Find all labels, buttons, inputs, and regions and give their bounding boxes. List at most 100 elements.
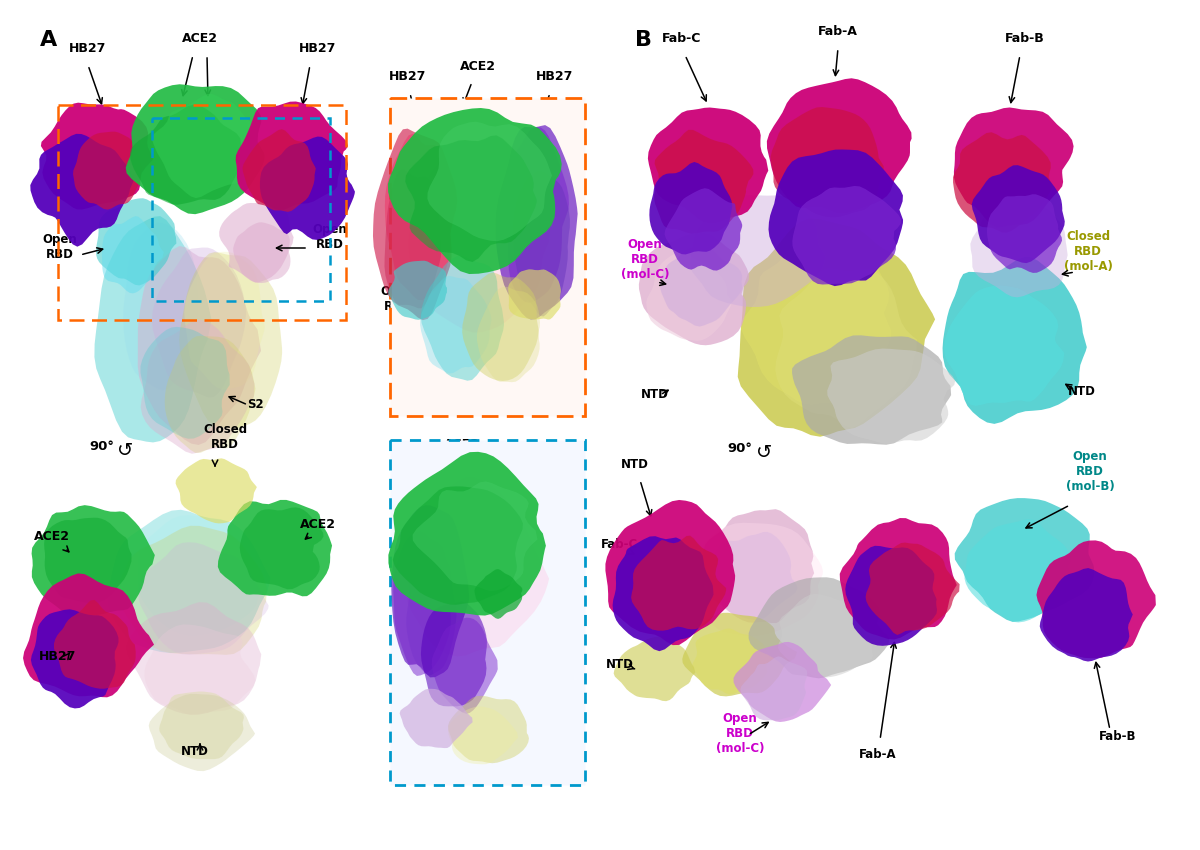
- Polygon shape: [385, 133, 451, 300]
- Polygon shape: [476, 286, 540, 383]
- Text: Open
RBD
(mol-C): Open RBD (mol-C): [715, 712, 764, 755]
- Polygon shape: [394, 531, 451, 676]
- Polygon shape: [130, 105, 241, 205]
- Text: Fab-C: Fab-C: [662, 32, 702, 45]
- Polygon shape: [140, 320, 254, 454]
- Polygon shape: [235, 101, 348, 210]
- Polygon shape: [124, 223, 198, 390]
- Text: ACE2: ACE2: [182, 32, 218, 45]
- Text: A: A: [40, 30, 58, 50]
- Polygon shape: [420, 276, 492, 373]
- Polygon shape: [612, 536, 714, 651]
- Text: 90°: 90°: [90, 440, 114, 453]
- Text: ↺: ↺: [116, 440, 133, 460]
- Polygon shape: [185, 252, 265, 389]
- Polygon shape: [242, 129, 316, 212]
- Polygon shape: [775, 268, 917, 428]
- Polygon shape: [218, 500, 332, 597]
- Polygon shape: [474, 570, 522, 619]
- Polygon shape: [1037, 541, 1156, 658]
- Polygon shape: [683, 613, 797, 696]
- Polygon shape: [421, 256, 504, 381]
- Bar: [152, 118, 330, 301]
- Polygon shape: [827, 348, 955, 444]
- Polygon shape: [118, 526, 266, 654]
- Polygon shape: [126, 84, 265, 214]
- Polygon shape: [738, 218, 935, 437]
- Polygon shape: [770, 107, 883, 218]
- Polygon shape: [690, 195, 826, 307]
- Polygon shape: [139, 542, 269, 654]
- Polygon shape: [953, 133, 1052, 233]
- Polygon shape: [778, 594, 881, 677]
- Polygon shape: [144, 625, 256, 715]
- Polygon shape: [149, 694, 256, 771]
- Polygon shape: [971, 199, 1068, 298]
- Polygon shape: [138, 515, 263, 635]
- Polygon shape: [660, 247, 743, 326]
- Text: Fab-B: Fab-B: [1006, 32, 1045, 45]
- Polygon shape: [702, 509, 814, 623]
- Polygon shape: [407, 551, 456, 676]
- Polygon shape: [220, 200, 294, 282]
- Polygon shape: [388, 108, 562, 274]
- Polygon shape: [972, 165, 1064, 264]
- Bar: [390, 440, 586, 785]
- Polygon shape: [733, 642, 832, 722]
- Text: NTD: NTD: [181, 745, 209, 758]
- Polygon shape: [942, 257, 1087, 424]
- Polygon shape: [496, 125, 577, 320]
- Polygon shape: [108, 510, 270, 653]
- Text: Closed
RBD
(mol-A): Closed RBD (mol-A): [1063, 230, 1112, 273]
- Polygon shape: [95, 216, 211, 443]
- Polygon shape: [31, 505, 155, 616]
- Polygon shape: [138, 246, 262, 445]
- Polygon shape: [179, 252, 282, 428]
- Polygon shape: [407, 478, 550, 656]
- Text: ↺: ↺: [756, 443, 772, 462]
- Polygon shape: [432, 618, 498, 714]
- Polygon shape: [1039, 568, 1133, 661]
- Polygon shape: [648, 107, 768, 224]
- Text: ACE2: ACE2: [460, 60, 496, 73]
- Polygon shape: [944, 286, 1064, 405]
- Polygon shape: [606, 500, 736, 645]
- Polygon shape: [508, 269, 560, 320]
- Polygon shape: [865, 542, 960, 635]
- Polygon shape: [373, 128, 457, 320]
- Polygon shape: [152, 94, 259, 198]
- Polygon shape: [408, 146, 551, 332]
- Polygon shape: [638, 233, 749, 345]
- Polygon shape: [421, 602, 487, 706]
- Text: HB27: HB27: [536, 70, 574, 83]
- Text: ACE2: ACE2: [444, 438, 480, 451]
- Polygon shape: [631, 536, 726, 631]
- Polygon shape: [986, 195, 1062, 273]
- Text: HB27: HB27: [299, 42, 337, 55]
- Polygon shape: [164, 336, 256, 453]
- Polygon shape: [613, 636, 695, 701]
- Polygon shape: [413, 481, 538, 591]
- Text: S2: S2: [247, 398, 263, 411]
- Polygon shape: [140, 327, 229, 439]
- Text: NTD: NTD: [641, 388, 668, 401]
- Text: Open
RBD: Open RBD: [380, 285, 415, 313]
- Polygon shape: [240, 507, 324, 589]
- Text: Open
RBD: Open RBD: [43, 233, 77, 261]
- Polygon shape: [233, 223, 290, 283]
- Polygon shape: [740, 243, 892, 405]
- Text: Open
RBD: Open RBD: [391, 715, 425, 743]
- Polygon shape: [504, 127, 569, 303]
- Text: Fab-C: Fab-C: [601, 538, 638, 551]
- Polygon shape: [647, 252, 732, 341]
- Polygon shape: [845, 546, 937, 646]
- Polygon shape: [448, 696, 529, 763]
- Polygon shape: [649, 162, 732, 254]
- Polygon shape: [391, 505, 469, 677]
- Polygon shape: [126, 602, 262, 715]
- Polygon shape: [954, 107, 1074, 228]
- Polygon shape: [31, 609, 119, 708]
- Text: NTD: NTD: [1068, 385, 1096, 398]
- Polygon shape: [41, 103, 154, 209]
- Text: Open
RBD
(mol-B): Open RBD (mol-B): [1066, 450, 1115, 493]
